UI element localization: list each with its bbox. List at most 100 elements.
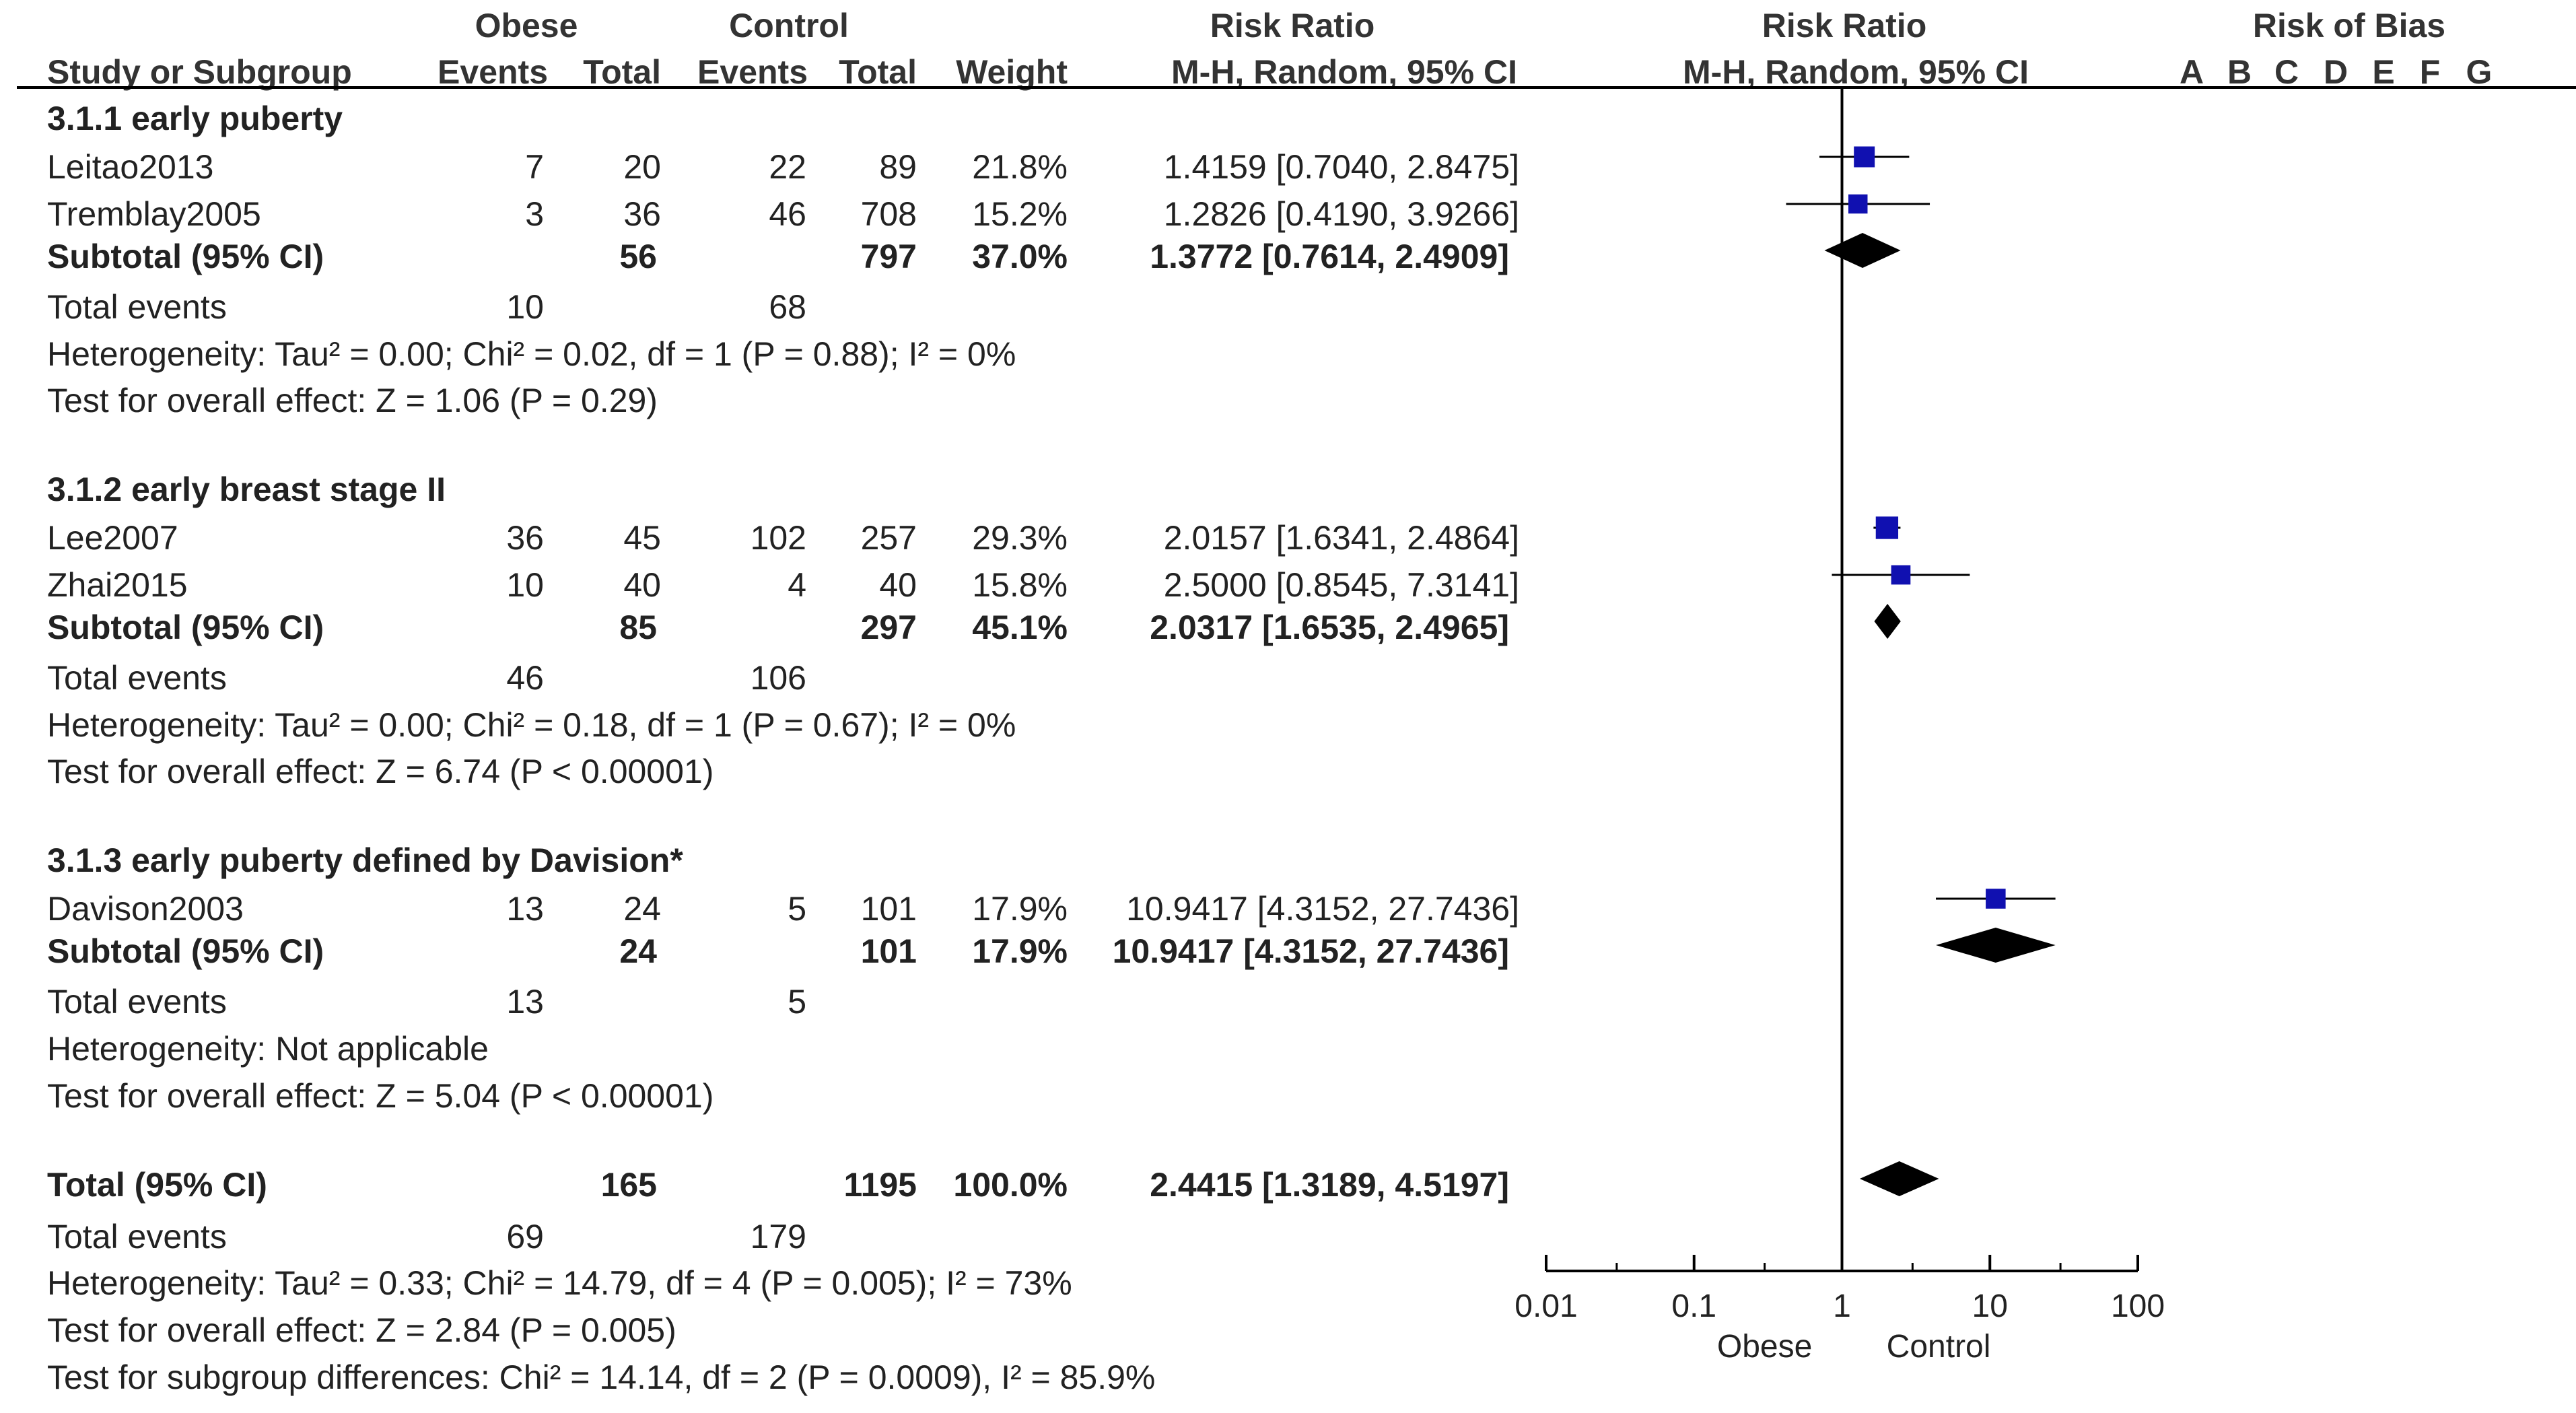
header-events-obese: Events — [438, 53, 548, 91]
total-events-row: Total events 69 179 — [47, 1218, 806, 1255]
obese-total: 24 — [623, 890, 661, 928]
total-events-label: Total events — [47, 1218, 227, 1255]
obese-total: 36 — [623, 195, 661, 233]
header-control: Control — [729, 7, 849, 44]
obese-total: 20 — [623, 148, 661, 186]
control-events: 46 — [769, 195, 806, 233]
weight-value: 15.2% — [972, 195, 1068, 233]
table-row: Leitao2013 7 20 22 89 21.8% 1.4159 [0.70… — [47, 148, 1519, 186]
control-total: 89 — [879, 148, 917, 186]
study-mark — [1873, 516, 1901, 539]
subgroup-early-breast-stage-ii: 3.1.2 early breast stage II Lee2007 36 4… — [47, 471, 1519, 790]
weight-value: 17.9% — [972, 890, 1068, 928]
tick-label: 0.1 — [1671, 1288, 1716, 1324]
control-events: 102 — [751, 519, 806, 557]
bias-domain-g: G — [2466, 53, 2493, 91]
study-mark — [1832, 565, 1970, 585]
bias-domain-labels: A B C D E F G — [2180, 53, 2493, 91]
total-events-label: Total events — [47, 659, 227, 697]
ci-value: 10.9417 [4.3152, 27.7436] — [1126, 890, 1519, 928]
subtotal-ci: 10.9417 [4.3152, 27.7436] — [1113, 932, 1509, 970]
total-events-obese: 13 — [506, 983, 544, 1021]
study-name: Lee2007 — [47, 519, 178, 557]
heterogeneity-text: Heterogeneity: Not applicable — [47, 1030, 489, 1068]
ci-value: 1.4159 [0.7040, 2.8475] — [1164, 148, 1519, 186]
total-events-row: Total events 10 68 — [47, 288, 806, 326]
subtotal-ci: 1.3772 [0.7614, 2.4909] — [1150, 238, 1509, 275]
total-events-row: Total events 46 106 — [47, 659, 806, 697]
header-study: Study or Subgroup — [47, 53, 352, 91]
heterogeneity-text: Heterogeneity: Tau² = 0.33; Chi² = 14.79… — [47, 1264, 1072, 1302]
total-events-label: Total events — [47, 288, 227, 326]
study-mark — [1819, 146, 1910, 168]
obese-events: 7 — [525, 148, 544, 186]
table-row: Lee2007 36 45 102 257 29.3% 2.0157 [1.63… — [47, 519, 1519, 557]
study-mark — [1936, 889, 2056, 909]
subtotal-label: Subtotal (95% CI) — [47, 609, 324, 646]
control-events: 4 — [788, 566, 806, 604]
subtotal-diamond — [1936, 928, 2056, 963]
overall-effect-text: Test for overall effect: Z = 1.06 (P = 0… — [47, 382, 658, 419]
overall-effect-text: Test for overall effect: Z = 5.04 (P < 0… — [47, 1077, 713, 1115]
control-events: 22 — [769, 148, 806, 186]
bias-domain-d: D — [2324, 53, 2348, 91]
subtotal-weight: 37.0% — [972, 238, 1068, 275]
subtotal-control-total: 797 — [861, 238, 917, 275]
total-obese-total: 165 — [601, 1166, 657, 1204]
point-estimate-square — [1891, 565, 1911, 585]
weight-value: 21.8% — [972, 148, 1068, 186]
subtotal-diamond — [1824, 233, 1901, 268]
subtotal-ci: 2.0317 [1.6535, 2.4965] — [1150, 609, 1509, 646]
control-total: 40 — [879, 566, 917, 604]
plot-marks — [1786, 146, 2056, 1196]
overall-total: Total (95% CI) 165 1195 100.0% 2.4415 [1… — [47, 1166, 1509, 1396]
tick-label: 0.01 — [1515, 1288, 1577, 1324]
total-label: Total (95% CI) — [47, 1166, 267, 1204]
total-events-control: 106 — [751, 659, 806, 697]
header-risk-of-bias: Risk of Bias — [2253, 7, 2445, 44]
x-axis-favours-control: Control — [1887, 1329, 1991, 1365]
point-estimate-square — [1875, 516, 1899, 539]
obese-total: 45 — [623, 519, 661, 557]
group-title: 3.1.1 early puberty — [47, 100, 343, 137]
tick-label: 10 — [1972, 1288, 2008, 1324]
header-total-control: Total — [839, 53, 917, 91]
total-events-label: Total events — [47, 983, 227, 1021]
overall-effect-text: Test for overall effect: Z = 6.74 (P < 0… — [47, 753, 713, 790]
subtotal-control-total: 101 — [861, 932, 917, 970]
study-name: Davison2003 — [47, 890, 244, 928]
bias-domain-b: B — [2227, 53, 2252, 91]
control-total: 708 — [861, 195, 917, 233]
heterogeneity-text: Heterogeneity: Tau² = 0.00; Chi² = 0.18,… — [47, 706, 1016, 744]
header-risk-ratio-plot: Risk Ratio — [1762, 7, 1927, 44]
group-title: 3.1.3 early puberty defined by Davision* — [47, 841, 683, 879]
ci-value: 2.0157 [1.6341, 2.4864] — [1164, 519, 1519, 557]
obese-events: 13 — [506, 890, 544, 928]
control-events: 5 — [788, 890, 806, 928]
subgroup-early-puberty: 3.1.1 early puberty Leitao2013 7 20 22 8… — [47, 100, 1519, 419]
subtotal-obese-total: 24 — [619, 932, 657, 970]
point-estimate-square — [1986, 889, 2006, 909]
subtotal-label: Subtotal (95% CI) — [47, 932, 324, 970]
group-title: 3.1.2 early breast stage II — [47, 471, 446, 508]
total-events-control: 5 — [788, 983, 806, 1021]
overall-effect-text: Test for overall effect: Z = 2.84 (P = 0… — [47, 1311, 676, 1349]
obese-events: 36 — [506, 519, 544, 557]
obese-total: 40 — [623, 566, 661, 604]
ci-value: 2.5000 [0.8545, 7.3141] — [1164, 566, 1519, 604]
header-total-obese: Total — [583, 53, 661, 91]
x-axis-ticks: 0.01 0.1 1 10 100 — [1515, 1255, 2165, 1324]
total-events-row: Total events 13 5 — [47, 983, 806, 1021]
x-axis-favours-obese: Obese — [1717, 1329, 1812, 1365]
subtotal-label: Subtotal (95% CI) — [47, 238, 324, 275]
study-name: Zhai2015 — [47, 566, 188, 604]
header-events-control: Events — [697, 53, 808, 91]
control-total: 257 — [861, 519, 917, 557]
header-risk-ratio: Risk Ratio — [1210, 7, 1375, 44]
subtotal-row: Subtotal (95% CI) 85 297 45.1% 2.0317 [1… — [47, 609, 1509, 646]
study-name: Leitao2013 — [47, 148, 213, 186]
table-row: Tremblay2005 3 36 46 708 15.2% 1.2826 [0… — [47, 195, 1519, 233]
subtotal-weight: 45.1% — [972, 609, 1068, 646]
